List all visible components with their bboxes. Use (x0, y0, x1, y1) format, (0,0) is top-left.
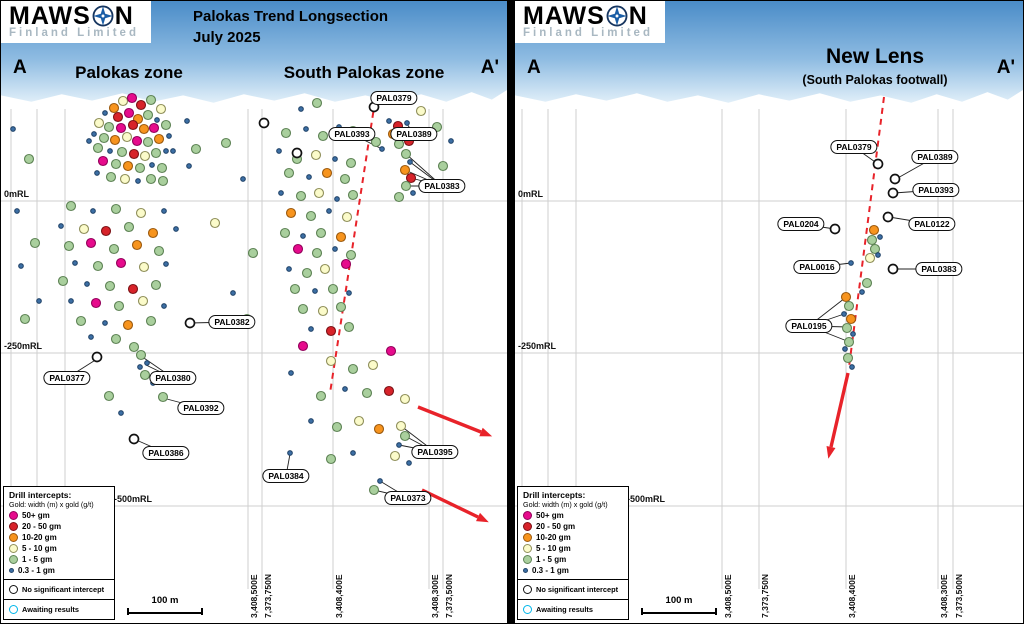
swatch-50gm-icon (9, 510, 18, 520)
legend-item-03-1gm: 0.3 - 1 gm (9, 566, 109, 575)
figure-title: Palokas Trend Longsection July 2025 (193, 6, 388, 48)
figure-title-line2: July 2025 (193, 29, 261, 46)
wordmark-start: MAWS (9, 2, 91, 30)
panel-palokas-trend: Palokas Trend Longsection July 2025 A A'… (1, 1, 507, 623)
legend-item-awaiting: Awaiting results (9, 605, 109, 614)
legend-nsi-box: No significant intercept (3, 579, 115, 601)
legend-awaiting-box: Awaiting results (517, 599, 629, 620)
legend: Drill intercepts: Gold: width (m) x gold… (517, 485, 629, 620)
swatch-50gm-icon (523, 510, 532, 520)
swatch-10-20gm-icon (9, 532, 18, 542)
legend-item-10-20gm: 10-20 gm (523, 532, 623, 542)
legend-intercepts-box: Drill intercepts: Gold: width (m) x gold… (517, 485, 629, 581)
swatch-1-5gm-icon (9, 554, 18, 564)
swatch-5-10gm-icon (523, 543, 532, 553)
legend-item-50gm: 50+ gm (9, 510, 109, 520)
swatch-1-5gm-icon (523, 554, 532, 564)
logo-subtitle: Finland Limited (523, 27, 653, 39)
swatch-20-50gm-icon (9, 521, 18, 531)
zone-label-palokas: Palokas zone (75, 63, 183, 82)
section-marker-a: A (527, 57, 541, 78)
legend-item-1-5gm: 1 - 5 gm (523, 554, 623, 564)
legend-item-20-50gm: 20 - 50 gm (523, 521, 623, 531)
panel-divider (507, 1, 515, 623)
wordmark-end: N (114, 2, 134, 30)
compass-icon (606, 5, 628, 27)
swatch-03-1gm-icon (523, 567, 528, 573)
legend-item-50gm: 50+ gm (523, 510, 623, 520)
zone-subtitle-footwall: (South Palokas footwall) (802, 73, 948, 87)
legend-item-nsi: No significant intercept (9, 585, 109, 595)
legend-item-nsi: No significant intercept (523, 585, 623, 595)
compass-icon (92, 5, 114, 27)
legend-item-awaiting: Awaiting results (523, 605, 623, 614)
scale-bar-line (127, 608, 203, 615)
section-marker-a-prime: A' (996, 57, 1015, 78)
legend-item-1-5gm: 1 - 5 gm (9, 554, 109, 564)
legend-item-20-50gm: 20 - 50 gm (9, 521, 109, 531)
scale-bar-line (641, 608, 717, 615)
legend-item-03-1gm: 0.3 - 1 gm (523, 566, 623, 575)
scale-bar-label: 100 m (151, 595, 179, 606)
legend: Drill intercepts: Gold: width (m) x gold… (3, 485, 115, 620)
panel-new-lens: A A' New Lens (South Palokas footwall) M… (515, 1, 1023, 623)
swatch-20-50gm-icon (523, 521, 532, 531)
wordmark-start: MAWS (523, 2, 605, 30)
figure-title-line1: Palokas Trend Longsection (193, 8, 389, 25)
swatch-5-10gm-icon (9, 543, 18, 553)
swatch-awaiting-icon (523, 605, 532, 614)
legend-subtitle: Gold: width (m) x gold (g/t) (9, 499, 94, 509)
scale-bar-label: 100 m (665, 595, 693, 606)
legend-awaiting-box: Awaiting results (3, 599, 115, 620)
mawson-wordmark: MAWS N (523, 3, 653, 29)
legend-item-10-20gm: 10-20 gm (9, 532, 109, 542)
swatch-03-1gm-icon (9, 567, 14, 573)
mawson-logo: MAWS N Finland Limited (1, 1, 151, 43)
swatch-nsi-icon (9, 585, 18, 595)
scale-bar: 100 m (127, 595, 203, 615)
legend-item-5-10gm: 5 - 10 gm (9, 543, 109, 553)
section-marker-a-prime: A' (480, 57, 499, 78)
swatch-10-20gm-icon (523, 532, 532, 542)
legend-item-5-10gm: 5 - 10 gm (523, 543, 623, 553)
panel-header: Palokas Trend Longsection July 2025 A A'… (1, 1, 507, 103)
legend-title: Drill intercepts: (523, 489, 586, 500)
legend-subtitle: Gold: width (m) x gold (g/t) (523, 499, 608, 509)
zone-label-south-palokas: South Palokas zone (283, 63, 445, 82)
zone-title-new-lens: New Lens (825, 45, 925, 68)
swatch-nsi-icon (523, 585, 532, 595)
wordmark-end: N (628, 2, 648, 30)
swatch-awaiting-icon (9, 605, 18, 614)
legend-intercepts-box: Drill intercepts: Gold: width (m) x gold… (3, 485, 115, 581)
legend-nsi-box: No significant intercept (517, 579, 629, 601)
section-marker-a: A (13, 57, 27, 78)
mawson-logo: MAWS N Finland Limited (515, 1, 665, 43)
scale-bar: 100 m (641, 595, 717, 615)
legend-title: Drill intercepts: (9, 489, 72, 500)
mawson-wordmark: MAWS N (9, 3, 139, 29)
logo-subtitle: Finland Limited (9, 27, 139, 39)
